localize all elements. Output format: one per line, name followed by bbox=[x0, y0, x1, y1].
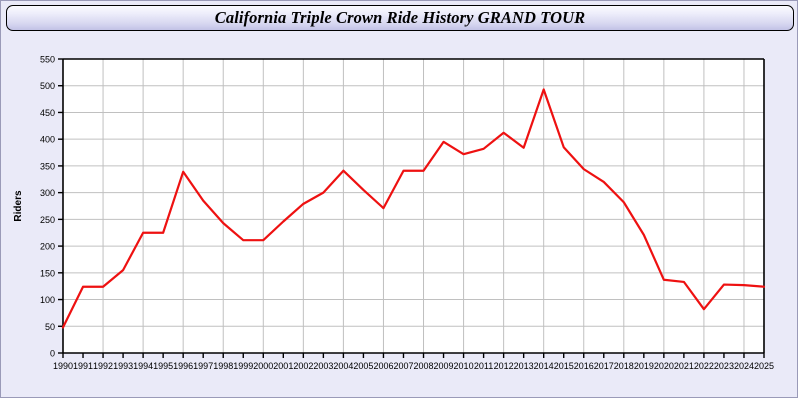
axes-group bbox=[62, 58, 765, 354]
x-tick-label: 1996 bbox=[173, 361, 193, 371]
x-tick-label: 2024 bbox=[734, 361, 754, 371]
x-tick-label: 2021 bbox=[674, 361, 694, 371]
y-tick-label: 450 bbox=[40, 108, 55, 118]
y-tick-label: 350 bbox=[40, 161, 55, 171]
x-tick-label: 2001 bbox=[273, 361, 293, 371]
tick-marks-group bbox=[58, 58, 765, 358]
x-tick-label: 2011 bbox=[474, 361, 493, 371]
plot-background bbox=[63, 59, 764, 353]
x-tick-label: 2009 bbox=[434, 361, 454, 371]
y-tick-label: 250 bbox=[40, 215, 55, 225]
series-line-riders bbox=[61, 88, 766, 329]
x-tick-label: 1991 bbox=[73, 361, 93, 371]
x-tick-label: 2023 bbox=[714, 361, 734, 371]
x-tick-label: 1999 bbox=[233, 361, 253, 371]
x-tick-label: 2017 bbox=[594, 361, 614, 371]
x-tick-label: 1998 bbox=[213, 361, 233, 371]
data-series-group bbox=[61, 88, 766, 329]
y-tick-label: 200 bbox=[40, 242, 55, 252]
x-tick-label: 2003 bbox=[313, 361, 333, 371]
y-axis-title-group: Riders bbox=[13, 190, 24, 222]
y-tick-label: 50 bbox=[45, 322, 55, 332]
x-tick-label: 2019 bbox=[634, 361, 654, 371]
x-tick-label: 1994 bbox=[133, 361, 153, 371]
x-tick-label: 2007 bbox=[393, 361, 413, 371]
x-tick-label: 2006 bbox=[373, 361, 393, 371]
x-tick-label: 2025 bbox=[754, 361, 774, 371]
x-tick-label: 2010 bbox=[454, 361, 474, 371]
x-tick-label: 2015 bbox=[554, 361, 574, 371]
y-tick-label: 0 bbox=[50, 349, 55, 359]
y-tick-label: 400 bbox=[40, 135, 55, 145]
x-tick-label: 2008 bbox=[413, 361, 433, 371]
y-axis-title: Riders bbox=[13, 190, 24, 222]
y-axis-tick-labels: 0 50 100 150 200 250 300 350 400 450 500 550 bbox=[40, 55, 55, 359]
x-tick-label: 1992 bbox=[93, 361, 113, 371]
x-tick-label: 2012 bbox=[494, 361, 514, 371]
x-tick-label: 2013 bbox=[514, 361, 534, 371]
x-tick-label: 1993 bbox=[113, 361, 133, 371]
x-tick-label: 2004 bbox=[333, 361, 353, 371]
x-tick-label: 2005 bbox=[353, 361, 373, 371]
y-tick-label: 500 bbox=[40, 81, 55, 91]
y-tick-label: 150 bbox=[40, 268, 55, 278]
y-tick-label: 300 bbox=[40, 188, 55, 198]
x-tick-label: 2016 bbox=[574, 361, 594, 371]
x-tick-label: 2020 bbox=[654, 361, 674, 371]
x-tick-label: 1997 bbox=[193, 361, 213, 371]
gridlines-group bbox=[63, 58, 764, 353]
x-tick-label: 1990 bbox=[53, 361, 73, 371]
title-bar: California Triple Crown Ride History GRA… bbox=[6, 5, 794, 31]
x-tick-label: 2018 bbox=[614, 361, 634, 371]
x-tick-label: 2000 bbox=[253, 361, 273, 371]
x-axis-tick-labels: 1990 1991 1992 1993 1994 1995 1996 1997 1998 1999… bbox=[53, 361, 774, 371]
y-tick-label: 550 bbox=[40, 55, 55, 65]
x-tick-label: 2002 bbox=[293, 361, 313, 371]
page-title: California Triple Crown Ride History GRA… bbox=[214, 8, 586, 27]
x-tick-label: 2022 bbox=[694, 361, 714, 371]
x-tick-label: 2014 bbox=[534, 361, 554, 371]
chart-plot-container: 0 50 100 150 200 250 300 350 400 450 500 550 1990 19… bbox=[1, 33, 797, 397]
y-tick-label: 100 bbox=[40, 295, 55, 305]
x-tick-label: 1995 bbox=[153, 361, 173, 371]
